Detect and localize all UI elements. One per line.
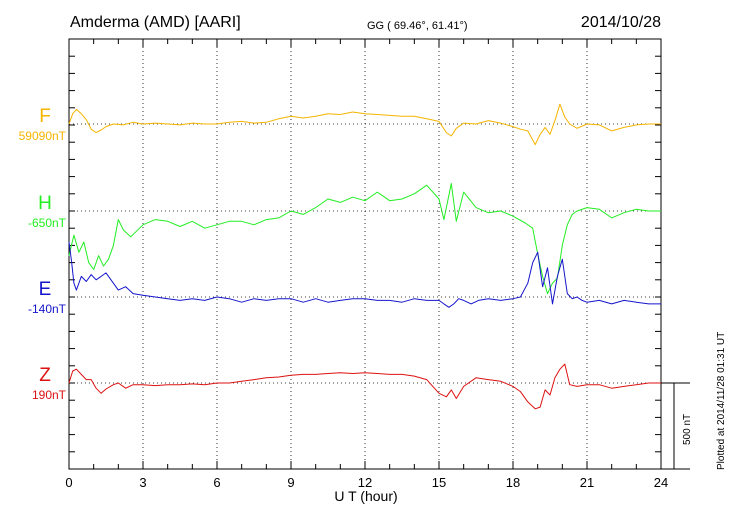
x-tick-label-12: 12	[358, 475, 372, 490]
x-tick-label-0: 0	[65, 475, 72, 490]
channel-baseline-z: 190nT	[32, 388, 67, 402]
channel-label-layer: F 59090nT H -650nT E -140nT Z 190nT	[19, 106, 67, 402]
channel-label-e: E	[39, 279, 52, 300]
channel-label-h: H	[38, 193, 52, 214]
station-title: Amderma (AMD) [AARI]	[70, 14, 241, 31]
scale-bar-label: 500 nT	[682, 414, 693, 445]
series-line-f	[68, 103, 661, 146]
series-line-e	[68, 241, 661, 308]
channel-label-f: F	[39, 106, 51, 127]
series-line-z	[68, 363, 661, 410]
x-tick-label-3: 3	[139, 475, 146, 490]
x-tick-label-24: 24	[654, 475, 668, 490]
series-line-h	[68, 183, 661, 295]
channel-baseline-e: -140nT	[28, 302, 67, 316]
channel-label-z: Z	[39, 365, 51, 386]
x-tick-label-21: 21	[580, 475, 594, 490]
x-axis-title: U T (hour)	[334, 488, 397, 504]
x-tick-label-15: 15	[432, 475, 446, 490]
channel-baseline-h: -650nT	[28, 216, 67, 230]
tick-layer: 0 3 6 9 12 15 18 21 24	[65, 38, 668, 490]
channel-baseline-f: 59090nT	[19, 129, 67, 143]
grid-layer	[69, 39, 661, 469]
scale-bar: 500 nT	[661, 382, 693, 470]
plotted-at-note: Plotted at 2014/11/28 01:31 UT	[716, 332, 727, 470]
date-label: 2014/10/28	[581, 14, 661, 31]
x-tick-label-6: 6	[213, 475, 220, 490]
coordinates-label: GG ( 69.46°, 61.41°)	[367, 20, 468, 32]
series-layer	[68, 103, 661, 410]
x-tick-label-18: 18	[506, 475, 520, 490]
x-tick-label-9: 9	[287, 475, 294, 490]
